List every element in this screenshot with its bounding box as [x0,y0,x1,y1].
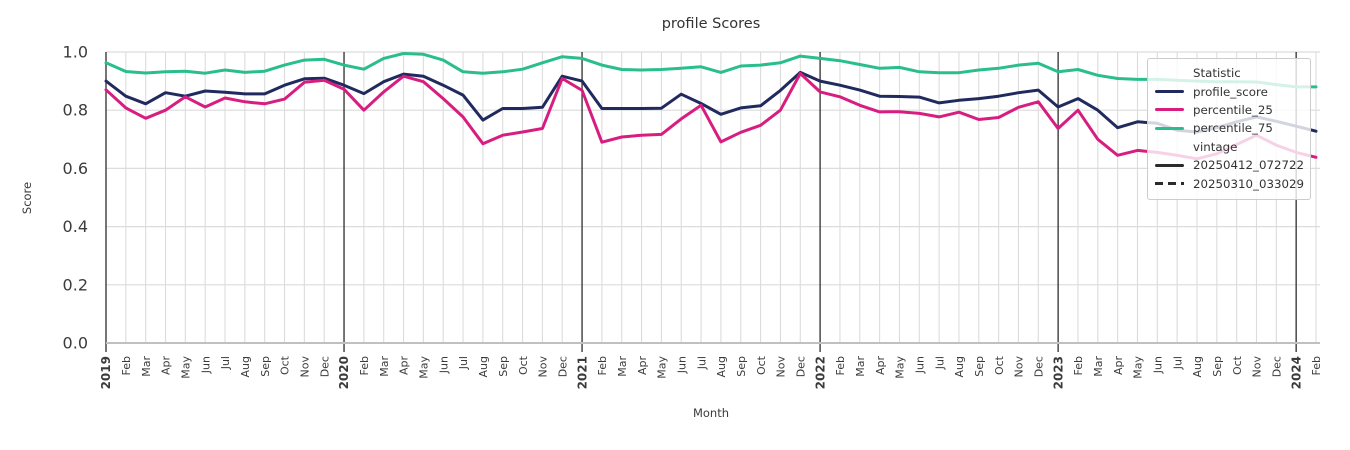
legend-line-swatch [1155,108,1184,112]
legend-line-swatch [1155,182,1184,186]
legend-item-percentile_75: percentile_75 [1155,119,1303,137]
x-tick-label: Feb [1072,356,1085,375]
x-tick-label: 2020 [337,356,351,389]
x-axis-label: Month [692,406,730,420]
x-tick-label: Sep [973,356,986,377]
x-tick-label: Oct [279,355,292,375]
x-tick-label: Nov [1013,356,1026,378]
x-tick-label: Jun [437,356,450,374]
legend-item-profile_score: profile_score [1155,82,1303,100]
x-tick-label: Dec [1032,356,1045,377]
x-tick-label: Oct [755,355,768,375]
x-tick-label: Apr [160,356,173,376]
x-tick-label: 2019 [99,356,113,389]
x-tick-label: Sep [735,356,748,377]
x-tick-label: Jul [933,356,946,370]
x-tick-label: Jul [1171,356,1184,370]
x-tick-label: Feb [834,356,847,375]
legend-item-20250310_033029: 20250310_033029 [1155,174,1304,192]
series-percentile_25 [104,72,1318,161]
y-tick-label: 0.0 [63,334,88,353]
x-tick-label: Apr [398,356,411,376]
legend-line-swatch [1155,90,1184,94]
series-percentile_75 [104,52,1318,89]
x-tick-label: Apr [1112,356,1125,376]
x-tick-label: Nov [775,356,788,378]
x-tick-label: May [1132,356,1145,379]
y-tick-label: 0.4 [63,217,88,236]
x-tick-label: Jul [457,356,470,370]
x-tick-label: Aug [1191,356,1204,377]
x-tick-label: May [894,356,907,379]
x-tick-label: Aug [477,356,490,377]
x-tick-label: Mar [1092,356,1105,377]
x-tick-label: May [418,356,431,379]
x-tick-label: 2023 [1051,356,1065,389]
legend-item-label: 20250412_072722 [1193,158,1304,173]
x-tick-label: Mar [378,356,391,377]
x-tick-label: Aug [715,356,728,377]
y-tick-label: 1.0 [63,43,88,62]
legend-section-title: vintage [1155,138,1303,156]
x-tick-label: Jul [219,356,232,370]
x-tick-label: 2022 [813,356,827,389]
x-tick-label: Nov [1251,356,1264,378]
legend-item-percentile_25: percentile_25 [1155,101,1303,119]
x-tick-label: Aug [953,356,966,377]
x-tick-label: Oct [1231,355,1244,375]
x-tick-label: Jul [695,356,708,370]
x-tick-label: Jun [1152,356,1165,374]
legend-item-label: 20250310_033029 [1193,176,1304,191]
x-tick-label: Oct [517,355,530,375]
x-tick-label: Jun [675,356,688,374]
x-tick-label: Apr [874,356,887,376]
x-tick-label: Aug [239,356,252,377]
legend-item-label: profile_score [1193,84,1268,99]
x-tick-label: Apr [636,356,649,376]
legend-title-text: Statistic [1193,66,1241,81]
x-tick-label: Oct [993,355,1006,375]
x-tick-label: Dec [1271,356,1284,377]
x-tick-label: Nov [537,356,550,378]
x-tick-label: Sep [259,356,272,377]
x-tick-label: May [180,356,193,379]
x-tick-label: Nov [299,356,312,378]
x-tick-label: Dec [318,356,331,377]
x-tick-label: Sep [1211,356,1224,377]
legend-line-swatch [1155,126,1184,130]
y-tick-label: 0.8 [63,101,88,120]
legend-title-text: vintage [1193,139,1238,154]
x-tick-label: Feb [596,356,609,375]
legend-item-label: percentile_25 [1193,102,1273,117]
x-tick-label: Dec [556,356,569,377]
y-axis-label: Score [20,181,34,215]
chart-title: profile Scores [661,16,761,32]
x-tick-label: Mar [616,356,629,377]
legend-section-title: Statistic [1155,64,1303,82]
x-tick-label: Jun [199,356,212,374]
legend-item-label: percentile_75 [1193,121,1273,136]
x-tick-label: 2024 [1289,356,1303,389]
x-tick-label: Sep [497,356,510,377]
y-tick-label: 0.2 [63,275,88,294]
x-tick-label: 2021 [575,356,589,389]
y-tick-label: 0.6 [63,159,88,178]
x-tick-label: May [656,356,669,379]
legend-line-swatch [1155,163,1184,167]
x-tick-label: Mar [854,356,867,377]
x-tick-label: Feb [358,356,371,375]
legend-item-20250412_072722: 20250412_072722 [1155,156,1304,174]
series-profile_score [104,70,1318,134]
x-tick-label: Mar [140,356,153,377]
x-tick-label: Jun [913,356,926,374]
x-tick-label: Feb [1310,356,1323,375]
x-tick-label: Dec [794,356,807,377]
x-tick-label: Feb [120,356,133,375]
